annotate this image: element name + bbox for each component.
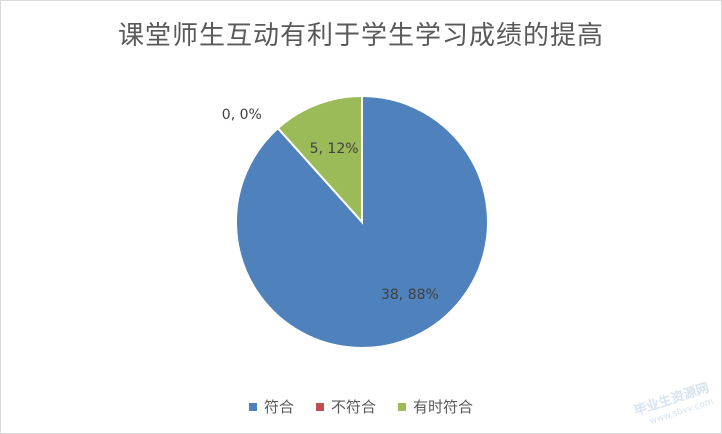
legend-label-youshifuhe: 有时符合 xyxy=(413,398,474,416)
data-label-youshifuhe: 5, 12% xyxy=(310,141,359,157)
legend-swatch-fuhe xyxy=(248,402,257,411)
legend-item-fuhe: 符合 xyxy=(248,396,294,417)
legend-item-youshifuhe: 有时符合 xyxy=(398,396,473,417)
legend-label-fuhe: 符合 xyxy=(263,398,294,416)
legend-label-bufuhe: 不符合 xyxy=(330,398,376,416)
legend-item-bufuhe: 不符合 xyxy=(315,396,376,417)
legend: 符合 不符合 有时符合 xyxy=(1,396,721,417)
data-label-bufuhe: 0, 0% xyxy=(222,107,262,123)
data-label-fuhe: 38, 88% xyxy=(381,287,439,303)
legend-swatch-bufuhe xyxy=(315,402,324,411)
chart-title: 课堂师生互动有利于学生学习成绩的提高 xyxy=(117,21,604,51)
pie-slice-youshifuhe xyxy=(276,94,363,225)
legend-swatch-youshifuhe xyxy=(398,402,406,411)
